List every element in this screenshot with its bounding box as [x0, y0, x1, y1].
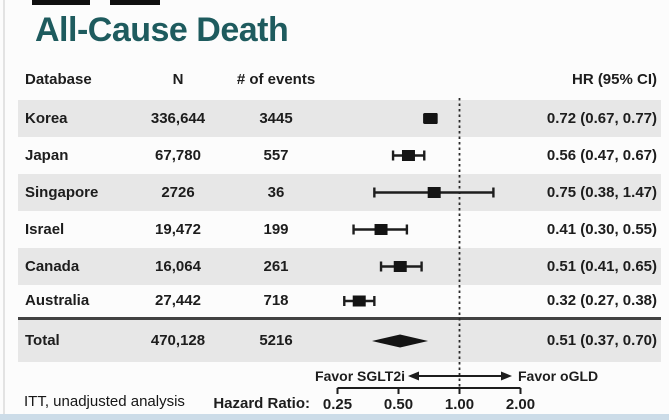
- page-title: All-Cause Death: [35, 11, 289, 49]
- col-header-hr: HR (95% CI): [571, 71, 657, 88]
- table-row-total: Total 470,128 5216 0.51 (0.37, 0.70): [18, 320, 661, 362]
- cell-hr: 0.56 (0.47, 0.67): [546, 147, 657, 164]
- cell-n: 2726: [161, 184, 195, 201]
- table-header: Database N # of events HR (95% CI): [18, 63, 661, 96]
- cell-events: 36: [267, 184, 285, 201]
- cell-database: Australia: [25, 292, 90, 309]
- cell-n: 67,780: [155, 147, 201, 164]
- x-axis-title: Hazard Ratio:: [213, 395, 310, 412]
- cell-hr: 0.51 (0.41, 0.65): [546, 258, 657, 275]
- cell-hr: 0.32 (0.27, 0.38): [546, 292, 657, 309]
- favor-arrow-right-head: [501, 371, 512, 381]
- bottom-accent-strip: [0, 414, 669, 420]
- cell-events: 261: [263, 258, 289, 275]
- cell-events: 3445: [259, 110, 293, 127]
- cell-database: Korea: [25, 110, 68, 127]
- cell-database: Japan: [25, 147, 69, 164]
- axis-tick-label: 1.00: [445, 396, 474, 413]
- cell-database: Singapore: [25, 184, 99, 201]
- cell-hr: 0.75 (0.38, 1.47): [546, 184, 657, 201]
- cell-n: 336,644: [150, 110, 206, 127]
- cell-database: Total: [25, 332, 60, 349]
- col-header-n: N: [172, 71, 184, 88]
- col-header-events: # of events: [236, 71, 316, 88]
- axis-tick-label: 2.00: [506, 396, 535, 413]
- cell-events: 718: [263, 292, 289, 309]
- col-header-database: Database: [25, 71, 92, 88]
- table-row-australia: Australia 27,442 718 0.32 (0.27, 0.38): [18, 285, 661, 317]
- cell-hr: 0.41 (0.30, 0.55): [546, 221, 657, 238]
- cell-database: Israel: [25, 221, 65, 238]
- axis-tick-label: 0.25: [323, 396, 352, 413]
- cell-events: 199: [263, 221, 289, 238]
- cell-n: 470,128: [150, 332, 206, 349]
- table-row-canada: Canada 16,064 261 0.51 (0.41, 0.65): [18, 248, 661, 285]
- left-edge-line: [3, 0, 5, 414]
- favor-arrow-left-head: [408, 371, 419, 381]
- cell-n: 27,442: [155, 292, 201, 309]
- cell-hr: 0.51 (0.37, 0.70): [546, 332, 657, 349]
- cell-events: 5216: [259, 332, 293, 349]
- footnote: ITT, unadjusted analysis: [24, 393, 185, 410]
- total-separator-line: [18, 317, 661, 320]
- cell-events: 557: [263, 147, 289, 164]
- top-crop-mark: [110, 0, 160, 5]
- table-row-korea: Korea 336,644 3445 0.72 (0.67, 0.77): [18, 100, 661, 137]
- favor-right-label: Favor oGLD: [518, 368, 599, 384]
- table-row-japan: Japan 67,780 557 0.56 (0.47, 0.67): [18, 137, 661, 174]
- cell-hr: 0.72 (0.67, 0.77): [546, 110, 657, 127]
- favor-left-label: Favor SGLT2i: [315, 368, 405, 384]
- table-row-singapore: Singapore 2726 36 0.75 (0.38, 1.47): [18, 174, 661, 211]
- top-crop-mark: [32, 0, 90, 5]
- cell-n: 16,064: [155, 258, 201, 275]
- table-row-israel: Israel 19,472 199 0.41 (0.30, 0.55): [18, 211, 661, 248]
- cell-n: 19,472: [155, 221, 201, 238]
- axis-tick-label: 0.50: [384, 396, 413, 413]
- cell-database: Canada: [25, 258, 80, 275]
